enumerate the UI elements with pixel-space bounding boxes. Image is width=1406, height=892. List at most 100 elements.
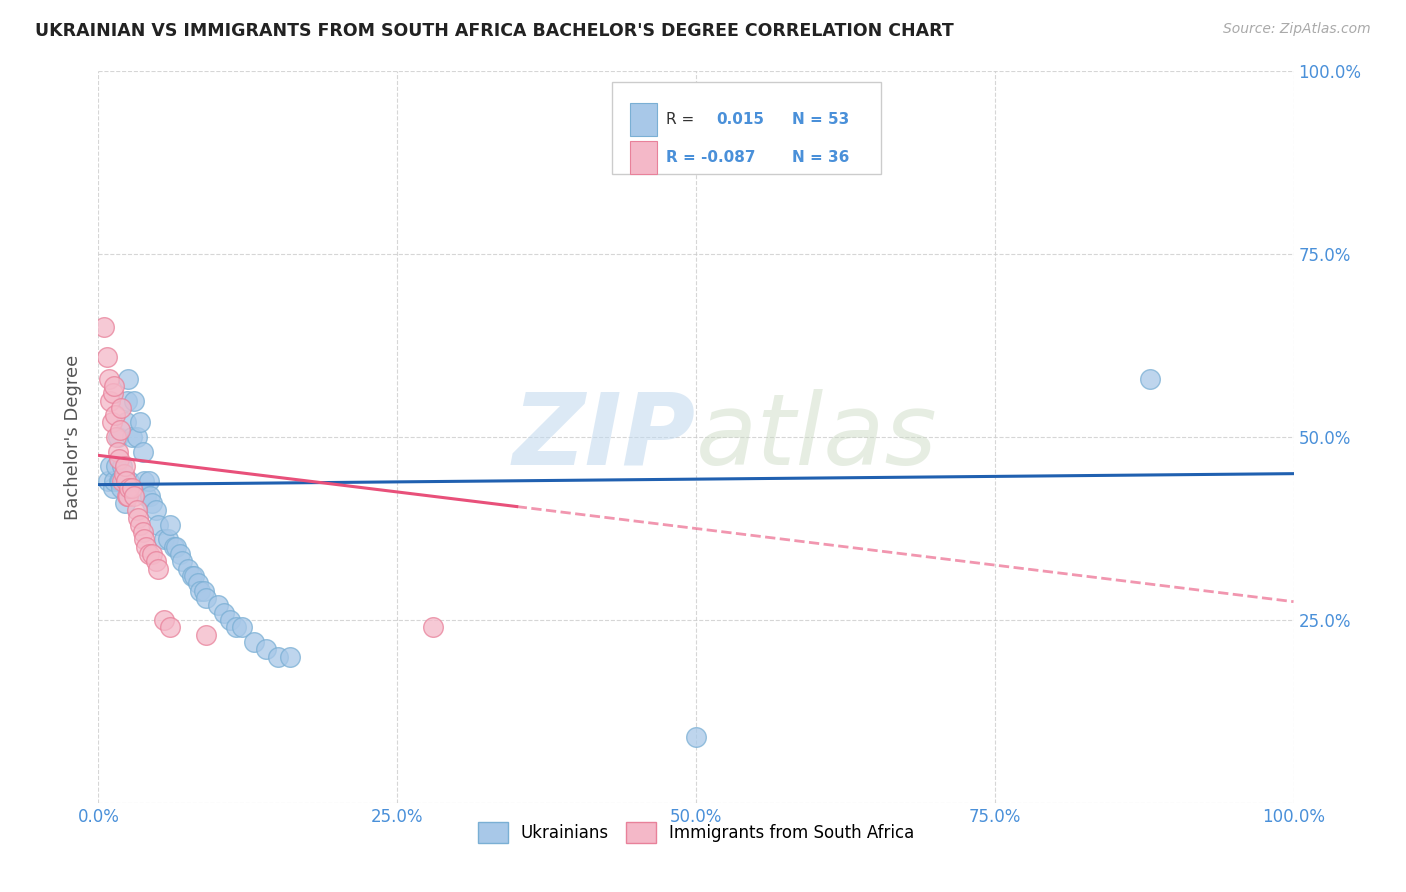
Point xyxy=(188,583,211,598)
Point xyxy=(131,525,153,540)
Point xyxy=(254,642,277,657)
Point xyxy=(187,576,209,591)
Point xyxy=(422,620,444,634)
Point xyxy=(138,474,160,488)
Point xyxy=(243,635,266,649)
Text: Source: ZipAtlas.com: Source: ZipAtlas.com xyxy=(1223,22,1371,37)
Point xyxy=(104,408,127,422)
Point xyxy=(132,474,155,488)
Point xyxy=(131,444,153,458)
Point xyxy=(117,371,139,385)
Point xyxy=(145,554,167,568)
Point xyxy=(112,467,135,481)
Point xyxy=(111,459,134,474)
Point xyxy=(163,540,186,554)
Point xyxy=(114,496,136,510)
Point xyxy=(141,496,163,510)
Point xyxy=(107,444,129,458)
Bar xyxy=(630,141,657,174)
Point xyxy=(159,517,181,532)
Point xyxy=(129,517,152,532)
Point xyxy=(105,430,128,444)
Point xyxy=(1139,371,1161,385)
Point xyxy=(135,540,157,554)
Point xyxy=(103,379,125,393)
Point xyxy=(132,533,155,547)
Point xyxy=(97,474,120,488)
Point xyxy=(165,540,187,554)
Point xyxy=(100,416,122,430)
Point xyxy=(118,474,141,488)
Text: 0.015: 0.015 xyxy=(716,112,765,128)
Point xyxy=(127,510,149,524)
Point xyxy=(129,416,152,430)
Point xyxy=(139,489,162,503)
Point xyxy=(267,649,290,664)
Point xyxy=(183,569,205,583)
Point xyxy=(125,503,148,517)
Text: R = -0.087: R = -0.087 xyxy=(666,150,755,165)
Point xyxy=(114,459,136,474)
Point xyxy=(219,613,242,627)
Point xyxy=(118,481,141,495)
Point xyxy=(110,481,132,495)
Point xyxy=(145,503,167,517)
Point xyxy=(121,481,143,495)
Point xyxy=(107,452,129,467)
Point xyxy=(153,533,176,547)
Point xyxy=(112,474,135,488)
Point xyxy=(108,474,131,488)
Point xyxy=(107,430,129,444)
Point xyxy=(124,489,146,503)
Point xyxy=(117,489,139,503)
Point xyxy=(111,474,134,488)
Point xyxy=(180,569,202,583)
Point xyxy=(115,416,138,430)
Point xyxy=(124,393,146,408)
Point xyxy=(159,620,181,634)
Point xyxy=(148,562,170,576)
Point xyxy=(110,401,132,415)
Text: N = 36: N = 36 xyxy=(792,150,849,165)
Text: UKRAINIAN VS IMMIGRANTS FROM SOUTH AFRICA BACHELOR'S DEGREE CORRELATION CHART: UKRAINIAN VS IMMIGRANTS FROM SOUTH AFRIC… xyxy=(35,22,953,40)
Text: R =: R = xyxy=(666,112,699,128)
Text: ZIP: ZIP xyxy=(513,389,696,485)
Point xyxy=(193,583,215,598)
Text: N = 53: N = 53 xyxy=(792,112,849,128)
Point xyxy=(98,371,121,385)
Point xyxy=(115,474,138,488)
Point xyxy=(115,489,138,503)
Point xyxy=(169,547,191,561)
Point xyxy=(125,430,148,444)
Y-axis label: Bachelor's Degree: Bachelor's Degree xyxy=(65,354,83,520)
Point xyxy=(172,554,194,568)
FancyBboxPatch shape xyxy=(613,82,882,174)
Point xyxy=(195,591,218,605)
Point xyxy=(101,386,124,401)
Point xyxy=(103,474,125,488)
Point xyxy=(121,430,143,444)
Point xyxy=(141,547,163,561)
Point xyxy=(195,627,218,641)
Point xyxy=(93,320,115,334)
Point xyxy=(101,481,124,495)
Point xyxy=(231,620,253,634)
Point xyxy=(107,474,129,488)
Point xyxy=(225,620,247,634)
Point xyxy=(207,599,229,613)
Point xyxy=(108,423,131,437)
Point xyxy=(148,517,170,532)
Point xyxy=(153,613,176,627)
Point xyxy=(212,606,235,620)
Point xyxy=(156,533,179,547)
Point xyxy=(115,393,138,408)
Point xyxy=(98,459,122,474)
Point xyxy=(278,649,301,664)
Legend: Ukrainians, Immigrants from South Africa: Ukrainians, Immigrants from South Africa xyxy=(471,815,921,849)
Point xyxy=(135,489,157,503)
Point xyxy=(138,547,160,561)
Text: atlas: atlas xyxy=(696,389,938,485)
Point xyxy=(177,562,200,576)
Point xyxy=(96,350,118,364)
Point xyxy=(105,459,128,474)
